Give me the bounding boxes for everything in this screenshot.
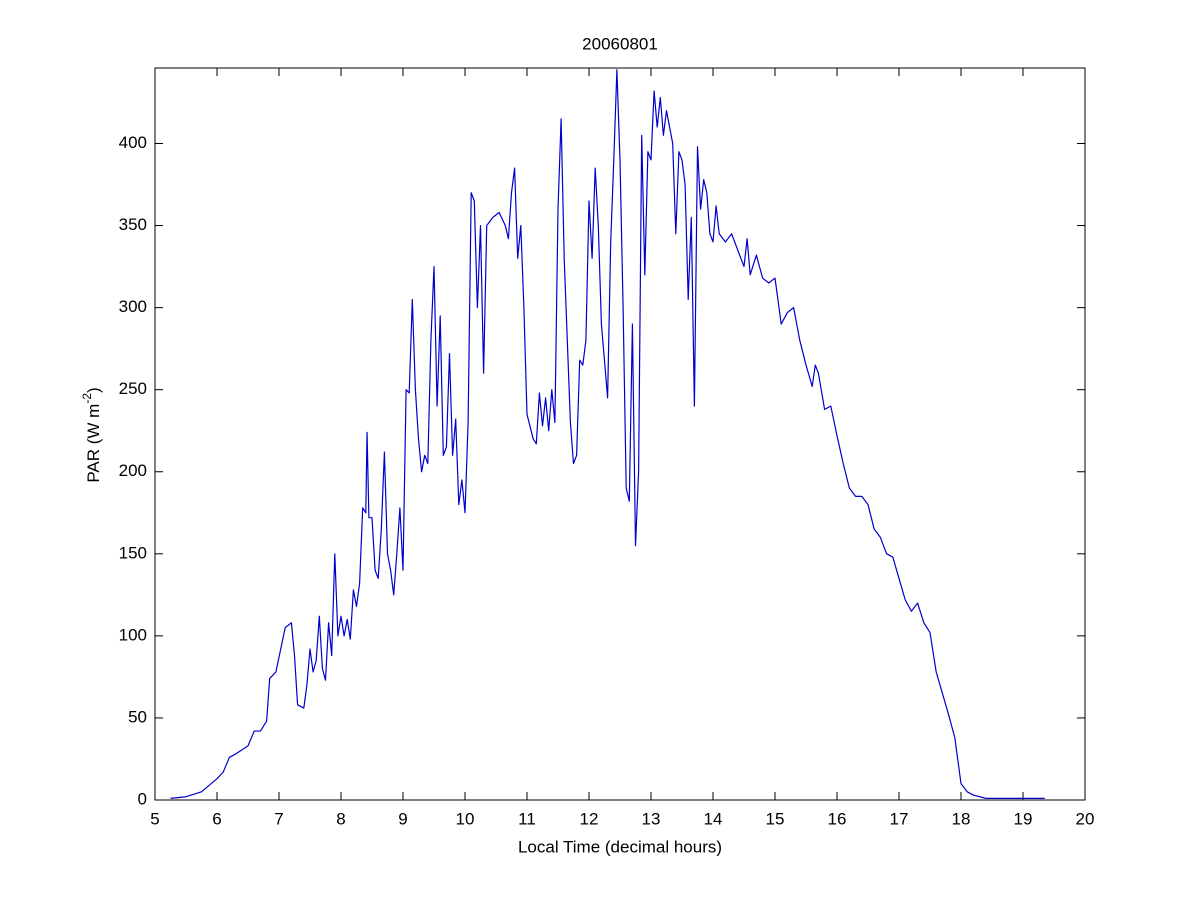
y-tick-label: 100 [119,625,147,644]
x-tick-label: 11 [518,809,536,828]
data-line [170,69,1045,799]
x-tick-label: 15 [766,809,785,828]
y-axis-label: PAR (W m-2) [80,387,103,482]
x-tick-label: 6 [212,809,221,828]
y-tick-label: 300 [119,297,147,316]
y-tick-label: 200 [119,461,147,480]
x-tick-label: 13 [642,809,661,828]
y-tick-label: 350 [119,215,147,234]
plot-frame [154,67,1086,801]
y-tick-label: 400 [119,133,147,152]
y-axis-label-sup: -2 [80,393,94,404]
y-axis-label-text: PAR (W m [84,404,103,483]
x-tick-label: 20 [1076,809,1095,828]
y-tick-label: 150 [119,543,147,562]
x-tick-label: 14 [704,809,723,828]
y-tick-label: 50 [128,707,147,726]
y-tick-label: 250 [119,379,147,398]
chart-title: 20060801 [582,34,658,53]
x-tick-label: 8 [336,809,345,828]
x-tick-label: 17 [890,809,909,828]
x-tick-label: 9 [398,809,407,828]
x-tick-label: 16 [828,809,847,828]
x-tick-label: 19 [1014,809,1033,828]
x-tick-label: 10 [456,809,475,828]
x-tick-label: 12 [580,809,599,828]
x-tick-label: 7 [274,809,283,828]
x-axis-label: Local Time (decimal hours) [518,837,722,856]
x-tick-label: 5 [150,809,159,828]
y-tick-label: 0 [138,789,147,808]
y-axis-label-suffix: ) [84,387,103,393]
x-tick-label: 18 [952,809,971,828]
